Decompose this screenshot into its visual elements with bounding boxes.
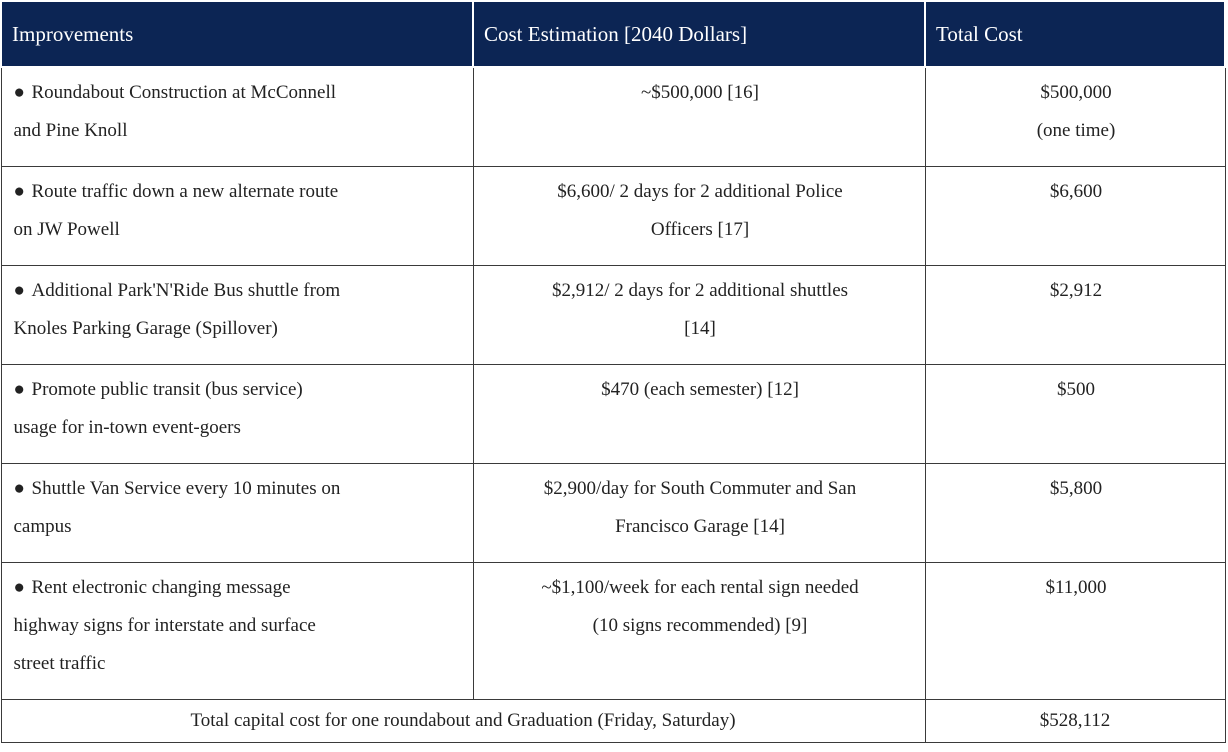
improvement-cell: ● Promote public transit (bus service) usa… (0, 364, 474, 464)
improvement-line: Roundabout Construction at McConnell (31, 82, 337, 103)
cost-line: ~$500,000 [16] (641, 82, 759, 103)
improvement-line: on JW Powell (13, 219, 120, 240)
improvement-line: usage for in-town event-goers (13, 417, 241, 438)
cost-line: ~$1,100/week for each rental sign needed (541, 577, 859, 598)
improvement-line: Knoles Parking Garage (Spillover) (13, 318, 278, 339)
cost-cell: $6,600/ 2 days for 2 additional Police Of… (472, 166, 926, 266)
total-line: $5,800 (1049, 478, 1103, 499)
cost-cell: ~$500,000 [16] (472, 66, 926, 167)
table-row: ● Shuttle Van Service every 10 minutes on… (0, 463, 1226, 563)
cost-line: $470 (each semester) [12] (601, 379, 799, 400)
total-cell: $500 (924, 364, 1226, 464)
total-line: $11,000 (1045, 577, 1107, 598)
cost-cell: $470 (each semester) [12] (472, 364, 926, 464)
table-row: ● Roundabout Construction at McConnell and… (0, 66, 1226, 167)
improvement-line: Shuttle Van Service every 10 minutes on (31, 478, 341, 499)
total-row: Total capital cost for one roundabout an… (0, 699, 1226, 743)
improvement-cell: ● Rent electronic changing message highway… (0, 562, 474, 700)
improvement-cell: ● Additional Park'N'Ride Bus shuttle from… (0, 265, 474, 365)
table-row: ● Promote public transit (bus service) usa… (0, 364, 1226, 464)
cost-line: Officers [17] (650, 219, 750, 240)
total-cell: $6,600 (924, 166, 1226, 266)
cost-line: Francisco Garage [14] (615, 516, 785, 537)
improvement-line: and Pine Knoll (13, 120, 128, 141)
cost-line: $2,900/day for South Commuter and San (543, 478, 857, 499)
total-cell: $500,000 (one time) (924, 66, 1226, 167)
table-row: ● Route traffic down a new alternate rout… (0, 166, 1226, 266)
bullet-icon: ● (13, 181, 25, 202)
bullet-icon: ● (13, 478, 25, 499)
total-line: $2,912 (1049, 280, 1103, 301)
improvement-line: Promote public transit (bus service) (31, 379, 303, 400)
total-line: $500,000 (1040, 82, 1112, 103)
cost-line: $2,912/ 2 days for 2 additional shuttles (551, 280, 849, 301)
improvement-cell: ● Shuttle Van Service every 10 minutes on… (0, 463, 474, 563)
improvement-cell: ● Route traffic down a new alternate rout… (0, 166, 474, 266)
table-row: ● Additional Park'N'Ride Bus shuttle from… (0, 265, 1226, 365)
improvement-line: Rent electronic changing message (31, 577, 291, 598)
cost-line: [14] (684, 318, 716, 339)
header-improvements: Improvements (0, 0, 474, 68)
total-line: $500 (1057, 379, 1095, 400)
total-label: Total capital cost for one roundabout an… (0, 699, 926, 743)
header-row: Improvements Cost Estimation [2040 Dolla… (0, 0, 1226, 68)
improvement-line: Route traffic down a new alternate route (31, 181, 339, 202)
total-line: $6,600 (1049, 181, 1103, 202)
cost-line: (10 signs recommended) [9] (592, 615, 808, 636)
total-cell: $11,000 (924, 562, 1226, 700)
total-value: $528,112 (924, 699, 1226, 743)
total-cell: $2,912 (924, 265, 1226, 365)
cost-cell: $2,912/ 2 days for 2 additional shuttles… (472, 265, 926, 365)
improvement-line: Additional Park'N'Ride Bus shuttle from (31, 280, 341, 301)
cost-cell: ~$1,100/week for each rental sign needed… (472, 562, 926, 700)
bullet-icon: ● (13, 280, 25, 301)
improvement-line: highway signs for interstate and surface (13, 615, 316, 636)
bullet-icon: ● (13, 577, 25, 598)
bullet-icon: ● (13, 82, 25, 103)
header-total-cost: Total Cost (924, 0, 1226, 68)
total-cell: $5,800 (924, 463, 1226, 563)
improvement-cell: ● Roundabout Construction at McConnell and… (0, 66, 474, 167)
total-line: (one time) (1036, 120, 1116, 141)
improvement-line: campus (13, 516, 72, 537)
improvement-line: street traffic (13, 653, 106, 674)
table-row: ● Rent electronic changing message highway… (0, 562, 1226, 700)
bullet-icon: ● (13, 379, 25, 400)
cost-line: $6,600/ 2 days for 2 additional Police (557, 181, 843, 202)
cost-cell: $2,900/day for South Commuter and San Fra… (472, 463, 926, 563)
header-cost-estimation: Cost Estimation [2040 Dollars] (472, 0, 926, 68)
